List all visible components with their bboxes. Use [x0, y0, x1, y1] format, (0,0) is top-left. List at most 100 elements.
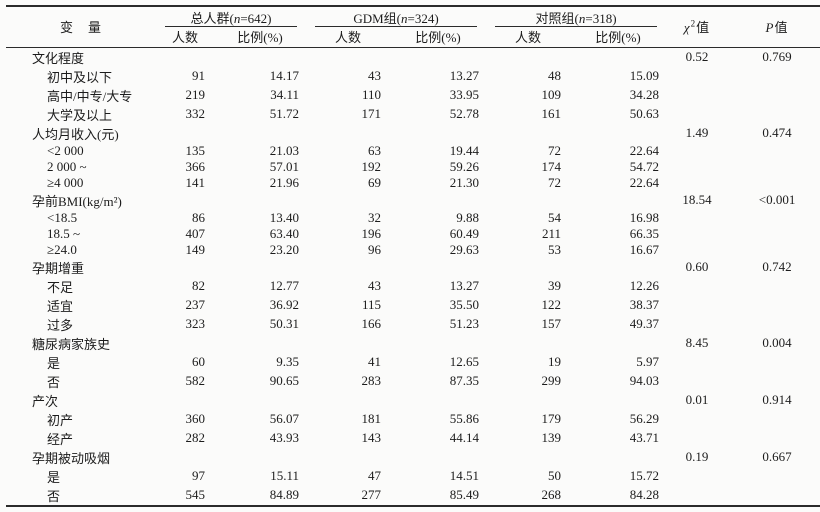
p-value-cell	[728, 277, 820, 296]
variable-item-row: ≥24.0 149 23.20 96 29.63 53 16.67	[6, 242, 820, 258]
percent-cell: 15.72	[629, 468, 660, 483]
chi-square-cell	[666, 372, 728, 391]
count-cell: 407	[185, 225, 206, 241]
count-cell: 54	[548, 209, 562, 225]
variable-item-row: <18.5 86 13.40 32 9.88 54 16.98	[6, 210, 820, 226]
row-label: ≥24.0	[47, 241, 77, 257]
percent-cell: 94.03	[629, 373, 660, 388]
variable-item-row: 否 582 90.65 283 87.35 299 94.03	[6, 372, 820, 391]
percent-cell: 66.35	[629, 225, 660, 241]
count-cell	[306, 47, 390, 67]
p-value-cell	[728, 467, 820, 486]
p-value-cell	[728, 226, 820, 242]
p-value-cell	[728, 210, 820, 226]
percent-cell: 63.40	[269, 225, 300, 241]
percent-cell	[570, 448, 666, 467]
variable-item-row: 2 000 ~ 366 57.01 192 59.26 174 54.72	[6, 159, 820, 175]
count-cell	[486, 258, 570, 277]
count-cell: 219	[185, 87, 206, 102]
row-label: 初产	[47, 412, 74, 428]
count-cell: 115	[361, 297, 382, 312]
percent-cell: 50.63	[629, 106, 660, 121]
chi-square-cell: 0.19	[685, 449, 709, 464]
count-cell	[306, 191, 390, 210]
count-cell: 53	[548, 241, 562, 257]
p-value-cell: 0.914	[762, 392, 792, 407]
percent-cell: 51.72	[269, 106, 300, 121]
chi-square-cell	[666, 242, 728, 258]
percent-cell: 43.71	[629, 430, 660, 445]
percent-cell: 5.97	[636, 354, 660, 369]
chi-square-cell	[666, 429, 728, 448]
count-cell: 181	[361, 411, 382, 426]
count-cell	[486, 448, 570, 467]
count-cell	[306, 391, 390, 410]
row-label: 孕期增重	[32, 260, 85, 276]
chi-square-cell	[666, 143, 728, 159]
percent-cell: 60.49	[449, 225, 480, 241]
row-label: 否	[47, 488, 61, 504]
percent-cell: 52.78	[449, 106, 480, 121]
p-value-cell	[728, 372, 820, 391]
percent-cell: 22.64	[629, 174, 660, 190]
row-label: 高中/中专/大专	[47, 88, 133, 104]
percent-cell: 51.23	[449, 316, 480, 331]
chi-square-cell	[666, 105, 728, 124]
p-value-cell	[728, 242, 820, 258]
column-header-chi-square: χ2值	[666, 6, 729, 48]
variable-item-row: 是 60 9.35 41 12.65 19 5.97	[6, 353, 820, 372]
count-cell: 97	[192, 468, 205, 483]
chi-square-cell	[666, 277, 728, 296]
row-label: 初中及以下	[47, 69, 113, 85]
count-cell	[156, 448, 214, 467]
variable-item-row: <2 000 135 21.03 63 19.44 72 22.64	[6, 143, 820, 159]
count-cell: 86	[192, 209, 205, 225]
count-cell: 323	[185, 316, 206, 331]
variable-item-row: 否 545 84.89 277 85.49 268 84.28	[6, 486, 820, 506]
percent-cell: 29.63	[449, 241, 480, 257]
column-header-variable: 变 量	[6, 6, 156, 48]
chi-square-cell: 1.49	[685, 125, 709, 140]
subheader-count-control: 人数	[486, 27, 571, 48]
p-value-cell	[728, 159, 820, 175]
percent-cell	[390, 124, 486, 143]
chi-square-cell	[666, 159, 728, 175]
p-value-cell	[728, 429, 820, 448]
percent-cell: 84.28	[629, 487, 660, 502]
row-label: 不足	[47, 279, 74, 295]
column-header-p-value: P值	[728, 6, 820, 48]
count-cell: 179	[541, 411, 562, 426]
chi-square-cell	[666, 175, 728, 191]
count-cell	[486, 191, 570, 210]
row-label: 否	[47, 374, 61, 390]
percent-cell: 21.03	[269, 142, 300, 158]
variable-section-row: 孕期增重 0.60 0.742	[6, 258, 820, 277]
chi-square-cell	[666, 486, 728, 506]
variable-item-row: 适宜 237 36.92 115 35.50 122 38.37	[6, 296, 820, 315]
count-cell: 360	[185, 411, 206, 426]
count-cell: 41	[368, 354, 382, 369]
count-cell	[156, 191, 214, 210]
count-cell: 48	[548, 68, 562, 83]
chi-square-cell: 0.52	[685, 49, 709, 64]
variable-item-row: ≥4 000 141 21.96 69 21.30 72 22.64	[6, 175, 820, 191]
percent-cell	[570, 334, 666, 353]
count-cell: 211	[541, 225, 562, 241]
count-cell: 141	[185, 174, 206, 190]
p-value-cell	[728, 143, 820, 159]
row-label: 经产	[47, 431, 74, 447]
chi-square-cell	[666, 410, 728, 429]
percent-cell: 36.92	[269, 297, 300, 312]
percent-cell: 16.67	[629, 241, 660, 257]
p-value-cell	[728, 353, 820, 372]
percent-cell: 57.01	[269, 158, 300, 174]
variable-item-row: 经产 282 43.93 143 44.14 139 43.71	[6, 429, 820, 448]
count-cell: 171	[361, 106, 382, 121]
variable-section-row: 文化程度 0.52 0.769	[6, 47, 820, 67]
subheader-count-gdm: 人数	[306, 27, 391, 48]
p-value-cell: 0.667	[762, 449, 792, 464]
percent-cell: 59.26	[449, 158, 480, 174]
count-cell: 143	[361, 430, 382, 445]
percent-cell	[390, 258, 486, 277]
row-label: 18.5 ~	[47, 225, 81, 241]
